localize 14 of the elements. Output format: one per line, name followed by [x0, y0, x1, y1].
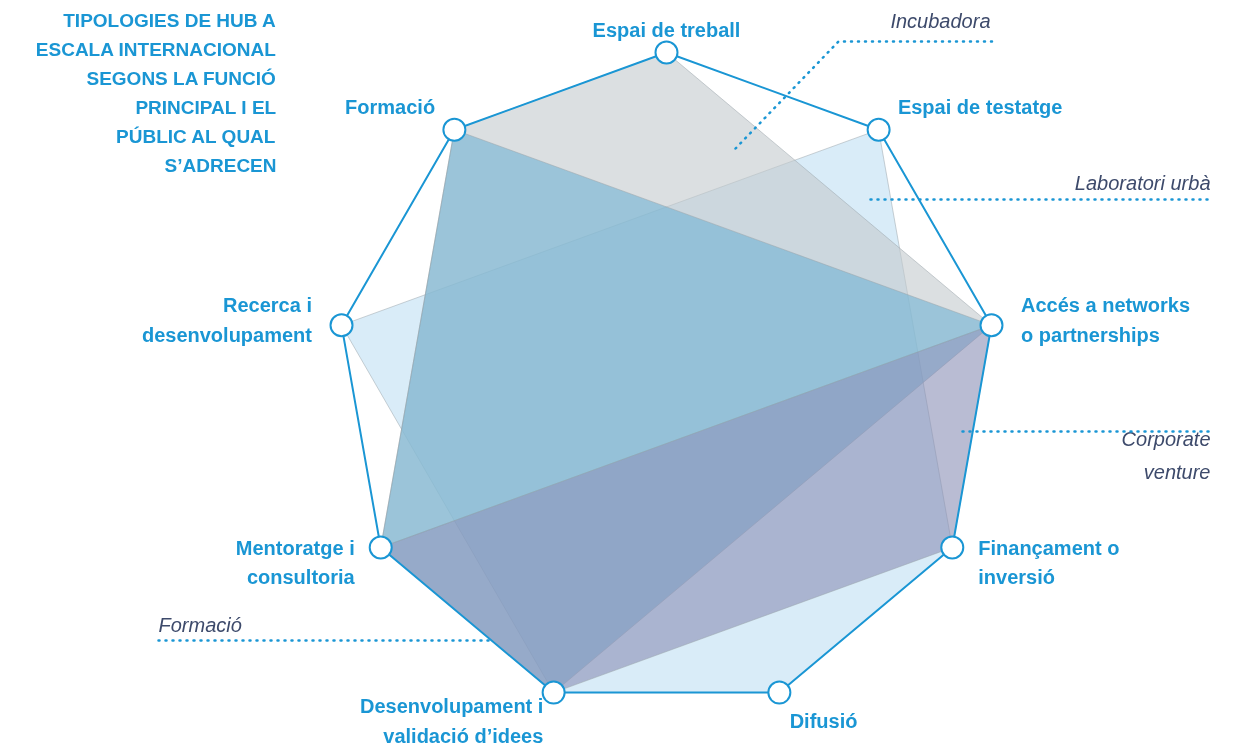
text: Corporate venture — [1121, 428, 1211, 483]
spoke-label: Desenvolupament i validació d’idees — [359, 694, 544, 747]
spoke-label: Mentoratge i consultoria — [235, 536, 356, 589]
spoke-label: Formació — [345, 95, 436, 118]
spoke-label: Accés a networks o partnerships — [1021, 294, 1191, 346]
spoke-label: Espai de testatge — [897, 95, 1063, 118]
text: Laboratori urbà — [1074, 171, 1211, 194]
spoke-label: Difusió — [789, 709, 858, 732]
spoke-label: Finançament o inversió — [978, 536, 1120, 589]
text: TIPOLOGIES DE HUB A ESCALA INTERNACIONAL SEGONS LA FUNCIÓ PRINCIPAL I EL PÚBLIC AL QUAL S’ADRECEN — [35, 10, 277, 176]
text: Incubadora — [890, 9, 991, 32]
spoke-label: Espai de treball — [592, 18, 741, 41]
spoke-label: Recerca i desenvolupament — [141, 294, 313, 346]
text: Formació — [158, 613, 242, 636]
